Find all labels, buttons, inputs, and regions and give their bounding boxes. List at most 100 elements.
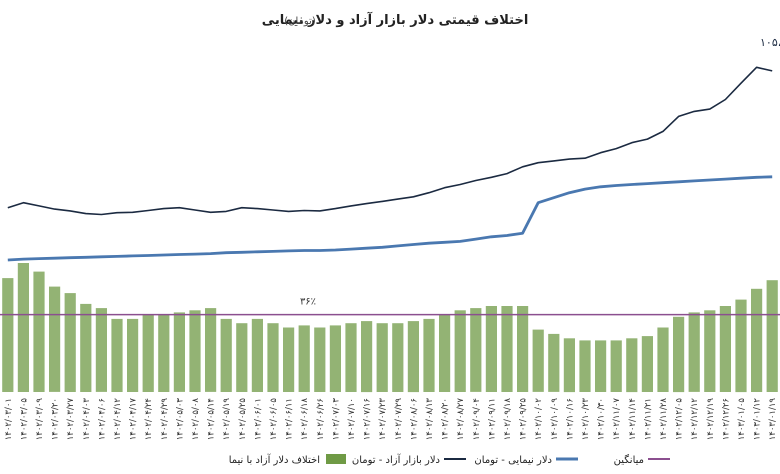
- x-tick-label: ۱۴۰۲/۰۶/۰۵: [269, 398, 279, 441]
- x-tick-label: ۱۴۰۲/۱۱/۰۷: [612, 398, 622, 441]
- difference-bar: [96, 308, 107, 392]
- x-tick-label: ۱۴۰۲/۰۴/۱۷: [129, 398, 139, 441]
- x-tick-label: ۱۴۰۲/۰۸/۲۷: [456, 398, 466, 441]
- free-market-dollar-line: [8, 67, 772, 214]
- difference-bar: [501, 306, 512, 392]
- legend-item: میانگین: [614, 454, 670, 466]
- chart-subtitle: (تومان): [284, 16, 316, 27]
- difference-bar: [127, 319, 138, 392]
- average-line-group: ۳۶٪: [0, 297, 780, 315]
- difference-bars: [2, 263, 778, 392]
- legend-item: دلار بازار آزاد - تومان: [352, 453, 466, 466]
- x-tick-label: ۱۴۰۲/۰۳/۰۱: [4, 398, 14, 440]
- average-label: ۳۶٪: [300, 297, 316, 308]
- x-tick-label: ۱۴۰۳/۰۱/۱۲: [753, 398, 763, 441]
- difference-bar: [689, 312, 700, 392]
- x-tick-label: ۱۴۰۲/۰۵/۱۴: [207, 398, 217, 440]
- difference-bar: [423, 319, 434, 392]
- x-tick-label: ۱۴۰۲/۰۹/۱۱: [487, 398, 497, 440]
- last-value-label: ۱۰۵،۰: [760, 36, 780, 49]
- difference-bar: [455, 310, 466, 392]
- x-tick-label: ۱۴۰۲/۰۷/۱۶: [363, 398, 373, 440]
- difference-bar: [657, 328, 668, 393]
- difference-bar: [299, 325, 310, 392]
- x-tick-label: ۱۴۰۲/۰۵/۲۵: [238, 398, 248, 441]
- difference-bar: [533, 330, 544, 392]
- difference-bar: [720, 306, 731, 392]
- x-tick-label: ۱۴۰۲/۱۰/۰۲: [534, 398, 544, 441]
- legend-item: دلار نیمایی - تومان: [474, 455, 578, 466]
- x-tick-label: ۱۴۰۲/۱۲/۰۵: [675, 398, 685, 441]
- x-tick-labels: ۱۴۰۲/۰۳/۰۱ ۱۴۰۲/۰۳/۰۵ ۱۴۰۲/۰۳/۰۹ ۱۴۰۲/۰۳/۲۰…: [4, 398, 778, 441]
- difference-bar: [548, 334, 559, 392]
- difference-bar: [33, 272, 44, 392]
- difference-bar: [642, 336, 653, 392]
- difference-bar: [65, 293, 76, 392]
- difference-bar: [174, 312, 185, 392]
- difference-bar: [111, 319, 122, 392]
- x-tick-label: ۱۴۰۲/۰۶/۰۱: [253, 398, 263, 440]
- legend-label: میانگین: [614, 454, 644, 466]
- difference-bar: [767, 280, 778, 392]
- x-tick-label: ۱۴۰۲/۰۵/۰۸: [191, 398, 201, 441]
- difference-bar: [564, 338, 575, 392]
- legend-swatch: [326, 454, 346, 464]
- difference-bar: [673, 317, 684, 392]
- x-tick-label: ۱۴۰۲/۰۶/۱۸: [300, 398, 310, 441]
- difference-bar: [158, 315, 169, 392]
- x-tick-label: ۱۴۰۲/۱۱/۲۱: [643, 398, 653, 440]
- difference-bar: [189, 310, 200, 392]
- x-tick-label: ۱۴۰۲/۰۳/۰۵: [19, 398, 29, 441]
- difference-bar: [611, 340, 622, 392]
- x-tick-label: ۱۴۰۲/۰۴/۱۲: [113, 398, 123, 441]
- x-tick-label: ۱۴۰۲/۰۴/۰۳: [82, 398, 92, 441]
- x-tick-label: ۱۴۰۲/۱۱/۲۸: [659, 398, 669, 441]
- difference-bar: [221, 319, 232, 392]
- difference-bar: [751, 289, 762, 392]
- x-tick-label: ۱۴۰۳/۰۱/۰۵: [737, 398, 747, 441]
- x-tick-label: ۱۴۰۳/۰۱/۱۹: [768, 398, 778, 441]
- legend-label: اختلاف دلار آزاد با نیما: [229, 453, 320, 466]
- x-tick-label: ۱۴۰۲/۰۶/۲۶: [316, 398, 326, 440]
- difference-bar: [143, 315, 154, 392]
- x-tick-label: ۱۴۰۲/۰۸/۰۶: [409, 398, 419, 440]
- difference-bar: [595, 340, 606, 392]
- x-tick-label: ۱۴۰۲/۰۳/۰۹: [35, 398, 45, 441]
- difference-bar: [470, 308, 481, 392]
- x-tick-label: ۱۴۰۲/۰۴/۲۹: [160, 398, 170, 441]
- nima-dollar-line: [8, 177, 772, 260]
- difference-bar: [2, 278, 13, 392]
- x-tick-label: ۱۴۰۲/۰۹/۱۸: [503, 398, 513, 441]
- difference-bar: [704, 310, 715, 392]
- difference-bar: [439, 315, 450, 392]
- difference-bar: [314, 328, 325, 393]
- x-tick-label: ۱۴۰۲/۰۸/۲۰: [441, 398, 451, 440]
- x-tick-label: ۱۴۰۲/۰۳/۲۰: [51, 398, 61, 440]
- x-tick-label: ۱۴۰۲/۰۷/۱۰: [347, 398, 357, 440]
- legend-label: دلار نیمایی - تومان: [474, 455, 552, 466]
- x-tick-label: ۱۴۰۲/۰۷/۲۳: [378, 398, 388, 441]
- x-tick-label: ۱۴۰۲/۰۵/۱۹: [222, 398, 232, 441]
- difference-bar: [361, 321, 372, 392]
- x-tick-label: ۱۴۰۲/۰۵/۰۳: [175, 398, 185, 441]
- difference-bar: [49, 287, 60, 392]
- difference-bar: [626, 338, 637, 392]
- x-tick-label: ۱۴۰۲/۱۲/۱۹: [706, 398, 716, 441]
- difference-bar: [205, 308, 216, 392]
- x-tick-label: ۱۴۰۲/۰۷/۲۹: [394, 398, 404, 441]
- legend-label: دلار بازار آزاد - تومان: [352, 453, 440, 466]
- x-tick-label: ۱۴۰۲/۱۰/۰۹: [550, 398, 560, 441]
- x-tick-label: ۱۴۰۲/۱۱/۱۴: [628, 398, 638, 440]
- difference-bar: [735, 300, 746, 393]
- x-tick-label: ۱۴۰۲/۱۲/۲۶: [721, 398, 731, 440]
- x-tick-label: ۱۴۰۲/۰۷/۰۳: [331, 398, 341, 441]
- difference-bar: [80, 304, 91, 392]
- difference-bar: [517, 306, 528, 392]
- difference-bar: [408, 321, 419, 392]
- line-series: [8, 67, 772, 260]
- legend-item: اختلاف دلار آزاد با نیما: [229, 453, 346, 466]
- difference-bar: [345, 323, 356, 392]
- difference-bar: [18, 263, 29, 392]
- difference-bar: [236, 323, 247, 392]
